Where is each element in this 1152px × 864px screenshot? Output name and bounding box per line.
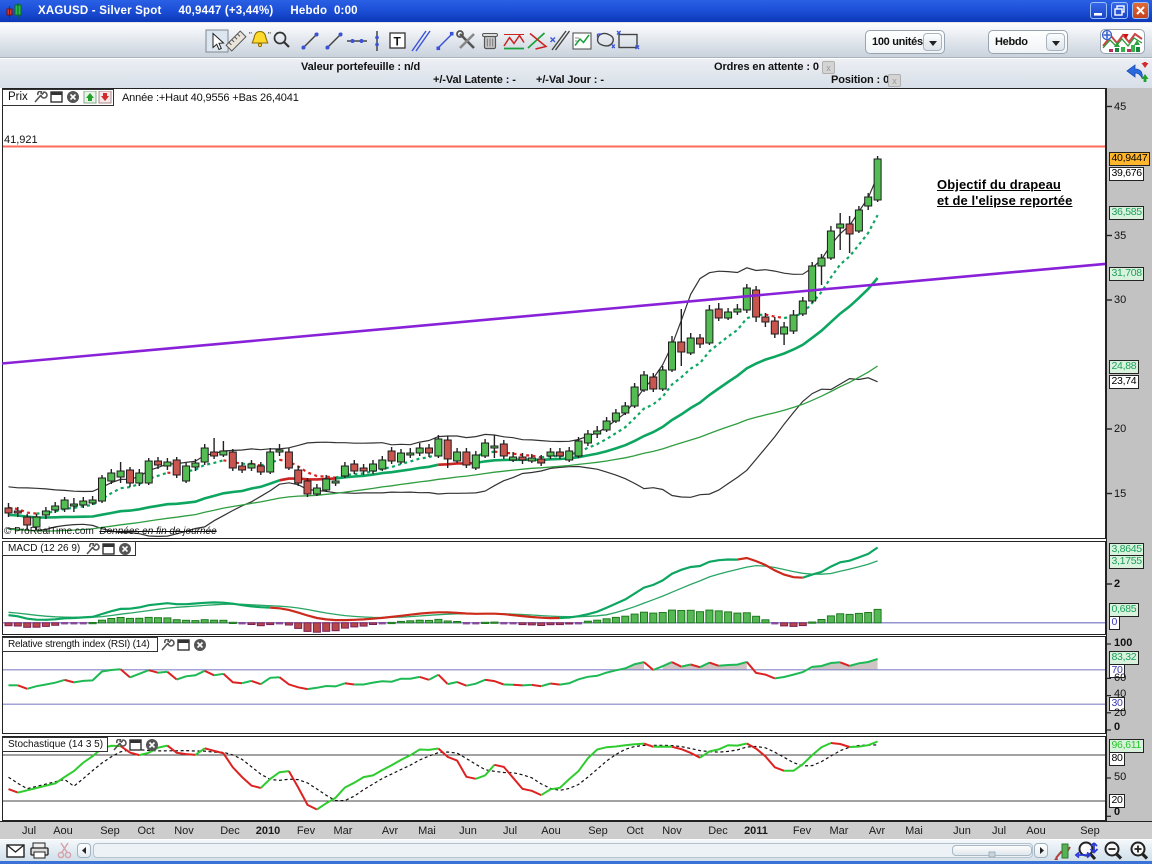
svg-text:": " (249, 31, 252, 40)
svg-text:": " (268, 31, 271, 40)
svg-text:T: T (394, 35, 402, 49)
